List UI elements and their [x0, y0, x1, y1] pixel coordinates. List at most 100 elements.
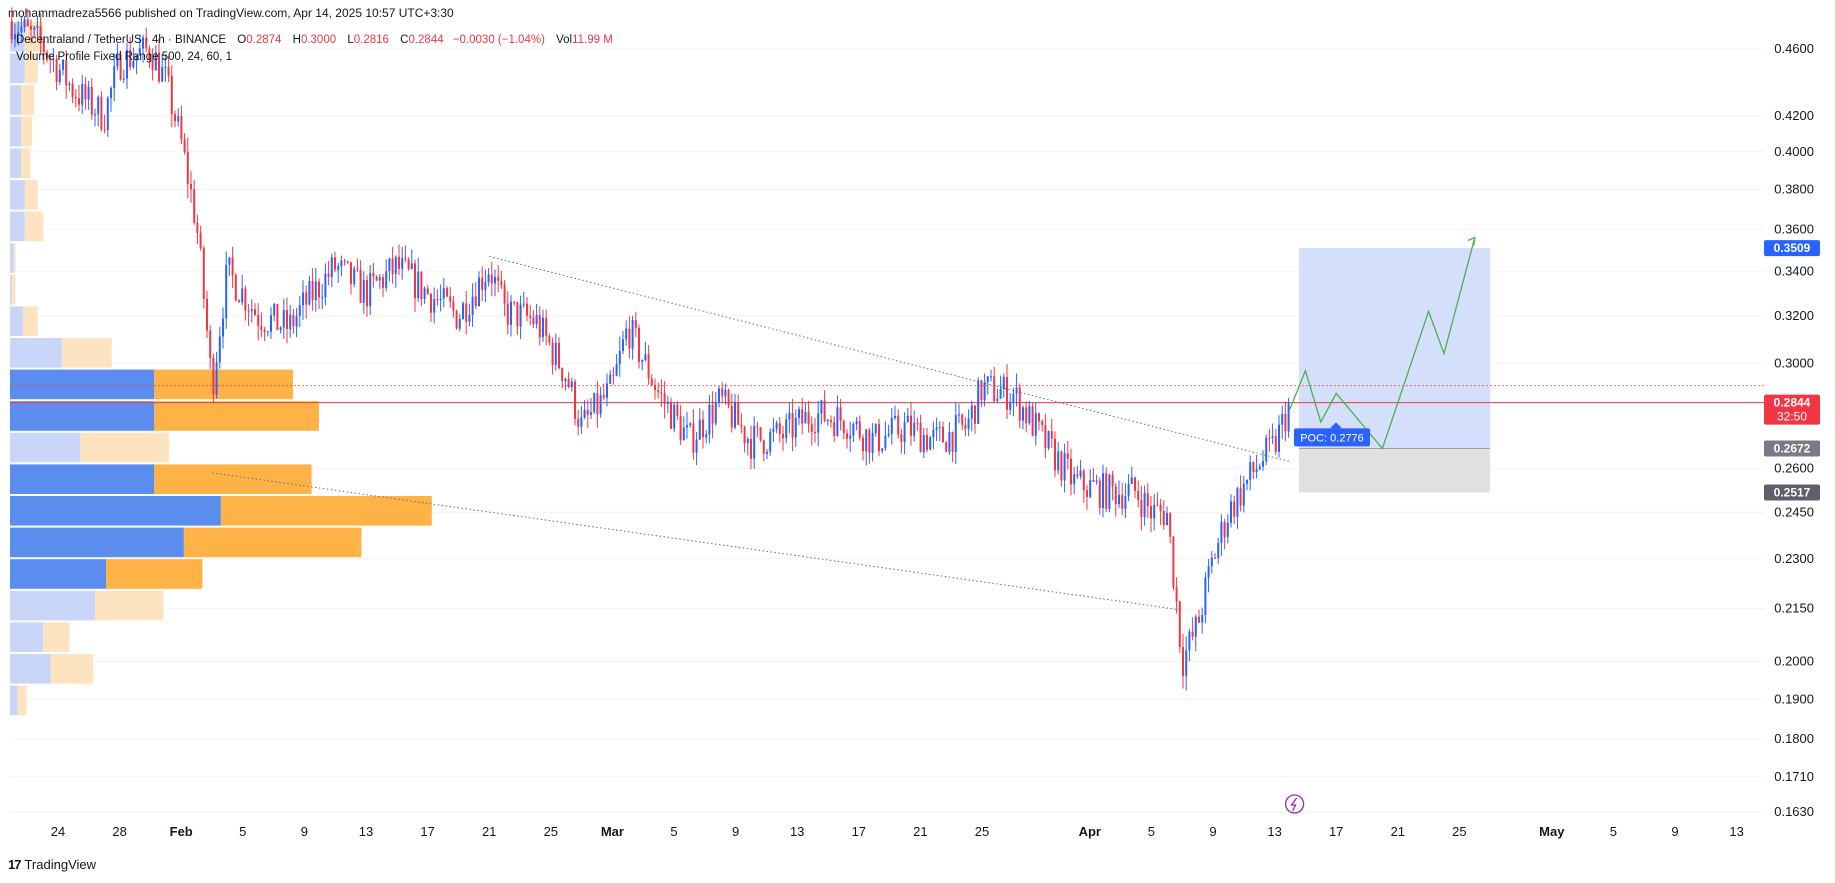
- candle-body: [122, 78, 125, 80]
- candle-body: [1258, 466, 1261, 470]
- candle-body: [110, 88, 112, 99]
- price-label-text: 0.2672: [1774, 442, 1811, 456]
- candle-body: [308, 281, 311, 305]
- candle-body: [830, 419, 832, 423]
- candle-body: [186, 151, 189, 184]
- time-tick: 5: [1148, 824, 1155, 839]
- candle-body: [628, 328, 631, 349]
- candle-body: [602, 394, 605, 398]
- candle-body: [1111, 474, 1114, 487]
- candle-body: [1127, 483, 1130, 497]
- candle-body: [148, 48, 151, 60]
- poc-label: POC: 0.2776: [1300, 432, 1364, 444]
- candle-body: [817, 413, 820, 433]
- volume-profile-down-bar: [21, 116, 33, 147]
- candle-body: [570, 381, 573, 388]
- candle-body: [814, 431, 816, 433]
- indicator-legend: Volume Profile Fixed Range 500, 24, 60, …: [16, 51, 232, 63]
- candle-body: [353, 268, 356, 285]
- volume-profile-down-bar: [21, 85, 35, 115]
- candle-body: [68, 83, 71, 86]
- candle-body: [474, 296, 477, 307]
- candle-body: [439, 298, 442, 300]
- candle-body: [33, 27, 36, 30]
- candle-body: [647, 354, 650, 379]
- candle-body: [743, 426, 746, 444]
- volume-profile-down-bar: [21, 148, 31, 178]
- candle-body: [449, 296, 452, 302]
- candle-body: [1076, 474, 1079, 477]
- candle-body: [244, 288, 247, 311]
- candle-body: [314, 281, 317, 301]
- candle-body: [894, 415, 896, 418]
- candle-body: [318, 281, 320, 298]
- candle-body: [462, 303, 464, 319]
- candle-body: [964, 424, 967, 429]
- candle-body: [916, 422, 919, 424]
- candle-body: [826, 419, 829, 422]
- candle-body: [1210, 557, 1213, 567]
- candle-body: [430, 294, 432, 313]
- candle-body: [42, 41, 45, 53]
- candle-body: [766, 452, 768, 454]
- candle-body: [119, 54, 122, 80]
- candle-body: [1233, 501, 1236, 517]
- footer-brand: 17 TradingView: [8, 857, 96, 872]
- price-tick: 0.1630: [1774, 804, 1814, 819]
- candle-body: [340, 260, 343, 267]
- candle-body: [257, 314, 260, 326]
- candle-body: [823, 400, 826, 422]
- candle-body: [810, 424, 813, 432]
- candle-body: [423, 288, 426, 300]
- candle-body: [270, 315, 272, 332]
- candle-body: [17, 32, 20, 35]
- candle-body: [676, 404, 679, 416]
- candle-body: [100, 97, 103, 130]
- price-chart[interactable]: POC: 0.2776 0.4600 0.4200 0.4000 0.3800 0.36…: [0, 0, 1835, 855]
- countdown-label: 32:50: [1777, 410, 1807, 424]
- candle-body: [1201, 614, 1204, 623]
- volume-profile-up-bar: [10, 306, 23, 336]
- candle-body: [580, 417, 583, 427]
- candle-body: [250, 309, 253, 312]
- volume-value: 11.99 M: [572, 34, 613, 46]
- candle-body: [1239, 488, 1242, 506]
- candle-body: [593, 393, 596, 413]
- trendline: [489, 255, 1291, 463]
- candle-body: [874, 424, 877, 434]
- candle-body: [142, 37, 144, 49]
- candle-body: [1265, 437, 1268, 462]
- candle-body: [900, 434, 903, 442]
- price-tick: 0.2450: [1774, 504, 1814, 519]
- price-tick: 0.3800: [1774, 182, 1814, 197]
- price-label-text: 0.3509: [1774, 241, 1811, 255]
- close-label: C: [400, 34, 409, 46]
- grid: [10, 48, 1765, 813]
- stop-zone: [1299, 448, 1491, 493]
- candle-body: [906, 415, 909, 423]
- candle-body: [78, 98, 80, 105]
- candle-body: [750, 438, 752, 459]
- candle-body: [455, 310, 458, 329]
- candle-body: [1025, 407, 1028, 424]
- candle-body: [1098, 480, 1101, 508]
- candle-body: [740, 424, 743, 427]
- volume-profile-up-bar: [10, 432, 81, 463]
- candle-body: [711, 404, 714, 424]
- poc-pointer: [1330, 422, 1342, 429]
- time-tick: Feb: [170, 824, 193, 839]
- candle-body: [1108, 474, 1111, 509]
- candle-body: [1102, 473, 1104, 508]
- candle-body: [682, 427, 685, 441]
- candle-body: [551, 342, 554, 365]
- candle-body: [468, 315, 471, 322]
- candle-body: [986, 376, 989, 383]
- candle-body: [46, 52, 48, 59]
- volume-profile-down-bar: [183, 527, 362, 558]
- volume-profile-down-bar: [154, 464, 312, 494]
- price-tick: 0.1800: [1774, 731, 1814, 746]
- candle-body: [970, 405, 973, 419]
- candle-body: [231, 257, 234, 275]
- candle-body: [247, 310, 250, 312]
- candle-body: [599, 394, 602, 415]
